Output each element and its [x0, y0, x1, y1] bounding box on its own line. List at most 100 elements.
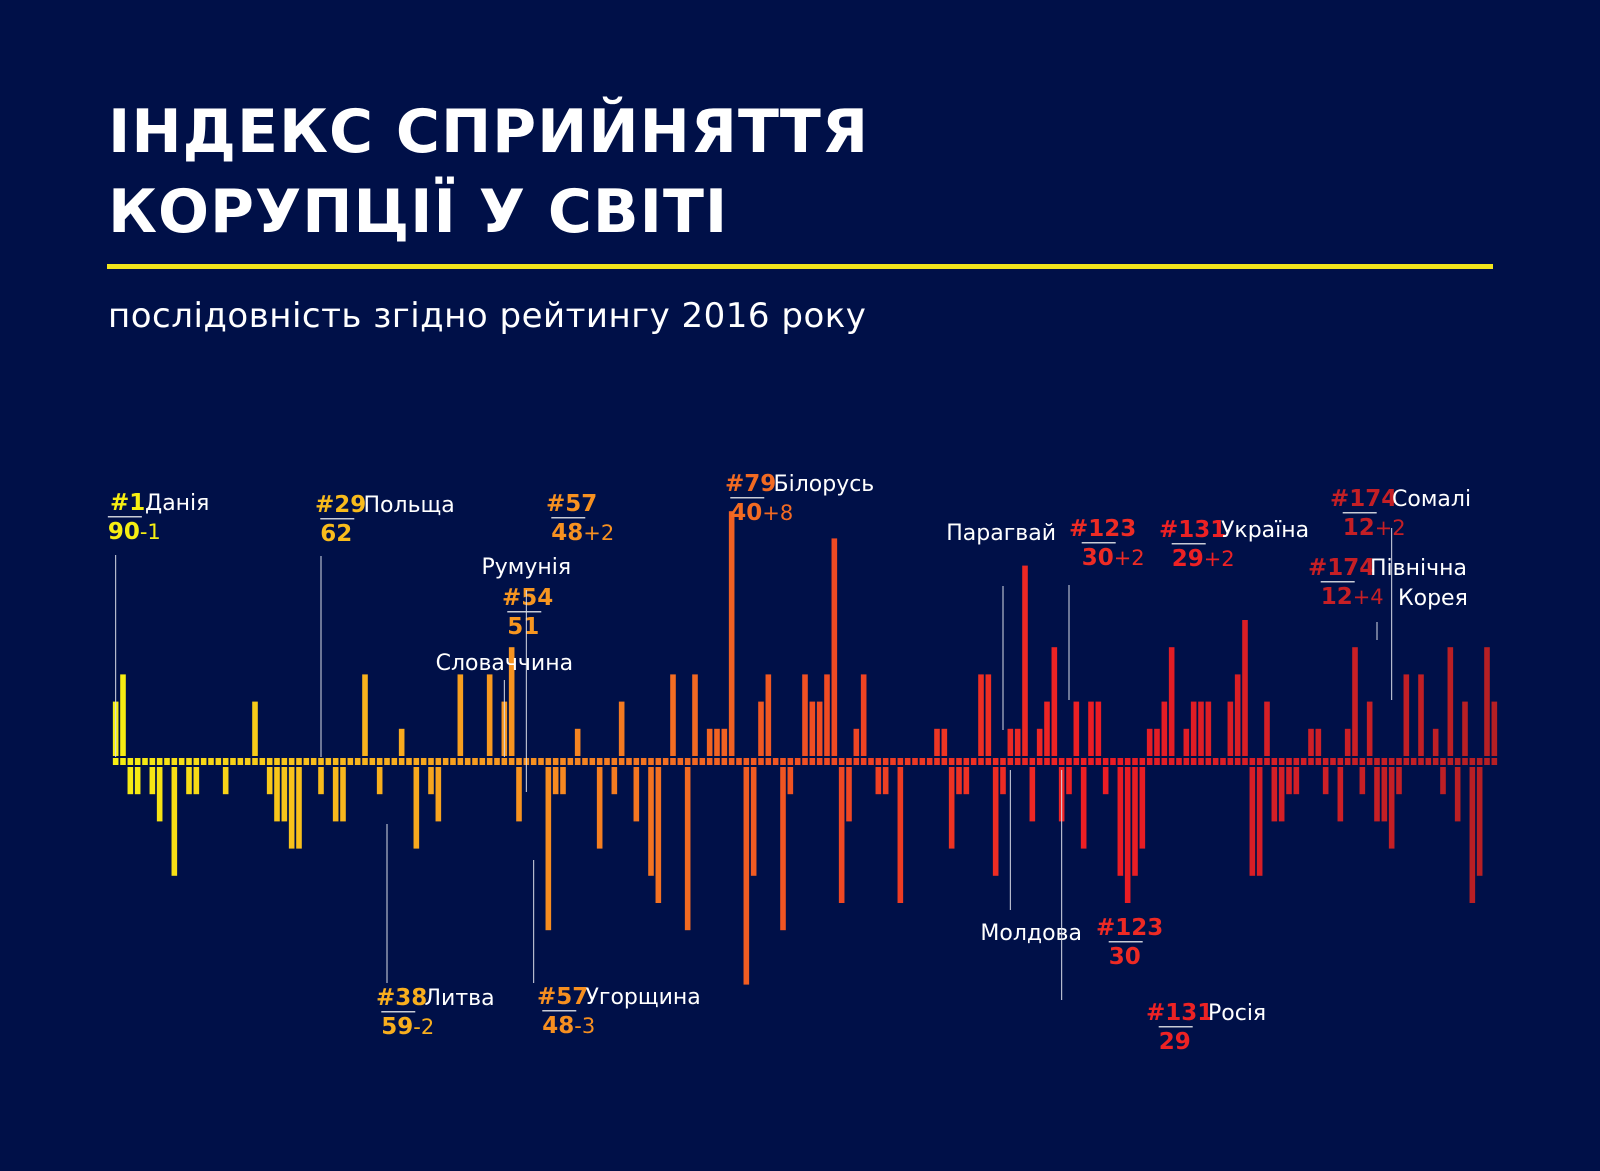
- bar: [1124, 767, 1131, 903]
- score-label: 59: [381, 1014, 413, 1040]
- axis-tick: [1462, 758, 1468, 765]
- fraction-rule: [730, 497, 765, 499]
- bar: [1095, 701, 1102, 756]
- bar: [1198, 701, 1204, 756]
- bar: [156, 767, 163, 822]
- axis-tick: [1242, 758, 1248, 765]
- bar: [1146, 728, 1153, 756]
- title-line-1: ІНДЕКС СПРИЙНЯТТЯ: [108, 97, 870, 167]
- rank-label: #131: [1146, 1000, 1213, 1026]
- axis-tick: [193, 758, 200, 765]
- bar: [1432, 728, 1439, 756]
- bar: [765, 674, 772, 756]
- bar: [552, 767, 559, 795]
- axis-tick: [699, 758, 706, 765]
- axis-tick: [948, 758, 955, 765]
- axis-tick: [926, 758, 933, 765]
- bar: [714, 728, 720, 756]
- axis-tick: [501, 758, 508, 765]
- axis-tick: [758, 758, 764, 765]
- bar: [1051, 647, 1058, 756]
- axis-tick: [464, 758, 471, 765]
- axis-tick: [1300, 758, 1307, 765]
- axis-tick: [1286, 758, 1292, 765]
- bar: [1154, 728, 1160, 756]
- axis-tick: [347, 758, 354, 765]
- axis-tick: [1388, 758, 1395, 765]
- axis-tick: [882, 758, 889, 765]
- axis-tick: [215, 758, 222, 765]
- bar: [1388, 767, 1395, 849]
- axis-tick: [963, 758, 970, 765]
- bar: [692, 674, 698, 756]
- axis-tick: [919, 758, 926, 765]
- bar: [1190, 701, 1197, 756]
- score-label: 29: [1172, 546, 1204, 572]
- axis-tick: [1212, 758, 1219, 765]
- fraction-rule: [381, 1011, 416, 1013]
- bar: [296, 767, 302, 849]
- axis-tick: [1036, 758, 1043, 765]
- bar: [1337, 767, 1344, 822]
- fraction-rule: [1081, 542, 1116, 544]
- axis-tick: [706, 758, 713, 765]
- bar: [1234, 674, 1241, 756]
- bar: [1014, 728, 1021, 756]
- bar: [1132, 767, 1138, 876]
- bar: [1088, 701, 1094, 756]
- axis-tick: [406, 758, 412, 765]
- axis-tick: [303, 758, 310, 765]
- axis-tick: [494, 758, 500, 765]
- bar: [882, 767, 889, 795]
- axis-tick: [1403, 758, 1410, 765]
- axis-tick: [567, 758, 574, 765]
- bar: [274, 767, 280, 822]
- axis-tick: [1124, 758, 1131, 765]
- bar: [780, 767, 786, 931]
- axis-tick: [838, 758, 845, 765]
- axis-tick: [589, 758, 596, 765]
- bar: [1352, 647, 1358, 756]
- axis-tick: [208, 758, 214, 765]
- bar: [1161, 701, 1168, 756]
- country-label: Сомалі: [1392, 487, 1471, 512]
- annotation-парагвай: #123 Парагвай 30 +2: [946, 516, 1145, 730]
- country-label: Білорусь: [774, 472, 875, 497]
- score-label: 40: [730, 500, 762, 526]
- axis-tick: [831, 758, 838, 765]
- rank-label: #174: [1330, 486, 1397, 512]
- rank-label: #54: [502, 585, 553, 611]
- fraction-rule: [551, 517, 586, 519]
- bar: [1007, 728, 1014, 756]
- axis-tick: [1154, 758, 1160, 765]
- bar: [1022, 565, 1028, 756]
- axis-tick: [479, 758, 486, 765]
- axis-tick: [780, 758, 786, 765]
- rank-label: #57: [537, 984, 588, 1010]
- country-label: Угорщина: [586, 985, 701, 1010]
- axis-tick: [120, 758, 126, 765]
- axis-tick: [1396, 758, 1402, 765]
- bar: [941, 728, 948, 756]
- axis-tick: [552, 758, 559, 765]
- bar: [596, 767, 603, 849]
- axis-tick: [1198, 758, 1204, 765]
- bar: [1286, 767, 1292, 795]
- bar: [1242, 620, 1248, 756]
- axis-tick: [178, 758, 185, 765]
- country-label: Україна: [1221, 518, 1309, 543]
- bar: [1000, 767, 1006, 795]
- axis-tick: [1337, 758, 1344, 765]
- bar: [875, 767, 882, 795]
- axis-tick: [1381, 758, 1388, 765]
- axis-tick: [200, 758, 207, 765]
- axis-tick: [1315, 758, 1322, 765]
- bar: [1308, 728, 1314, 756]
- bar: [655, 767, 662, 903]
- fraction-rule: [1342, 512, 1377, 514]
- fraction-rule: [1108, 941, 1143, 943]
- axis-tick: [252, 758, 258, 765]
